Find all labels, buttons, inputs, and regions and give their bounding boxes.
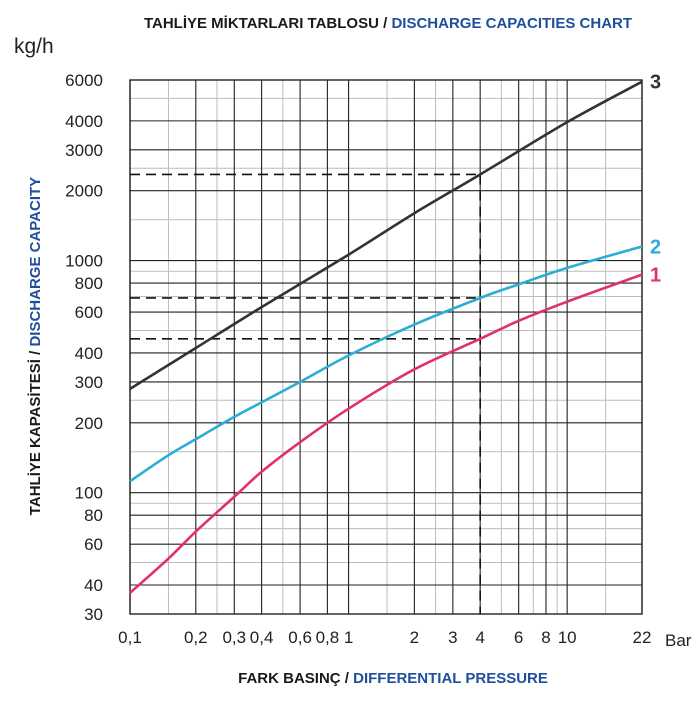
series-line-3 xyxy=(129,80,643,390)
x-tick-label: 3 xyxy=(448,628,457,647)
chart-title-sep: / xyxy=(379,15,392,32)
x-tick-label: 22 xyxy=(633,628,652,647)
y-tick-label: 800 xyxy=(75,274,103,293)
y-axis-unit: kg/h xyxy=(14,35,54,58)
series-label-3: 3 xyxy=(650,72,661,94)
y-tick-labels: 30 40 60 80 100 200 300 400 600 800 1000 2000 3000 40… xyxy=(65,71,103,624)
x-tick-label: 8 xyxy=(541,628,550,647)
x-tick-label: 0,2 xyxy=(184,628,208,647)
chart-title-en: DISCHARGE CAPACITIES CHART xyxy=(391,15,632,32)
y-axis-title-sep: / xyxy=(27,347,44,360)
y-tick-label: 6000 xyxy=(65,71,103,90)
x-axis-title: FARK BASINÇ / DIFFERENTIAL PRESSURE xyxy=(238,670,548,687)
svg-text:TAHLİYE MİKTARLARI TABLOSU / D: TAHLİYE MİKTARLARI TABLOSU / DISCHARGE C… xyxy=(144,15,632,32)
x-tick-label: 4 xyxy=(475,628,484,647)
x-tick-label: 0,6 xyxy=(288,628,312,647)
y-tick-label: 4000 xyxy=(65,112,103,131)
chart-title: TAHLİYE MİKTARLARI TABLOSU / DISCHARGE C… xyxy=(144,15,632,32)
x-tick-label: 0,1 xyxy=(118,628,142,647)
series-lines xyxy=(129,80,643,594)
x-axis-title-en: DIFFERENTIAL PRESSURE xyxy=(353,670,548,687)
y-tick-label: 100 xyxy=(75,484,103,503)
x-tick-label: 10 xyxy=(558,628,577,647)
series-label-2: 2 xyxy=(650,236,661,258)
x-tick-label: 1 xyxy=(344,628,353,647)
series-line-2 xyxy=(129,245,643,483)
y-tick-label: 30 xyxy=(84,605,103,624)
series-label-1: 1 xyxy=(650,265,661,287)
plot-frame xyxy=(129,79,643,615)
y-tick-label: 80 xyxy=(84,506,103,525)
x-tick-label: 6 xyxy=(514,628,523,647)
y-tick-label: 600 xyxy=(75,303,103,322)
x-tick-label: 0,4 xyxy=(250,628,274,647)
x-axis-unit: Bar xyxy=(665,631,692,650)
series-line-1 xyxy=(129,273,643,594)
chart-title-tr: TAHLİYE MİKTARLARI TABLOSU xyxy=(144,15,379,32)
y-tick-label: 300 xyxy=(75,373,103,392)
x-axis-title-tr: FARK BASINÇ xyxy=(238,670,341,687)
y-axis-title: TAHLİYE KAPASİTESİ / DISCHARGE CAPACITY xyxy=(27,177,44,515)
y-axis-title-en: DISCHARGE CAPACITY xyxy=(27,177,44,347)
y-tick-label: 200 xyxy=(75,414,103,433)
y-tick-label: 40 xyxy=(84,576,103,595)
svg-text:TAHLİYE KAPASİTESİ / DISCHARGE: TAHLİYE KAPASİTESİ / DISCHARGE CAPACITY xyxy=(27,177,44,515)
y-tick-label: 3000 xyxy=(65,141,103,160)
x-tick-labels: 0,1 0,2 0,3 0,4 0,6 0,8 1 2 3 4 6 8 10 22 xyxy=(118,628,651,647)
y-tick-label: 1000 xyxy=(65,252,103,271)
minor-grid xyxy=(130,80,642,614)
major-grid xyxy=(129,79,643,615)
y-axis-title-tr: TAHLİYE KAPASİTESİ xyxy=(27,359,44,515)
reference-lines xyxy=(130,173,481,614)
series-labels: 1 2 3 xyxy=(650,72,661,287)
x-tick-label: 0,3 xyxy=(222,628,246,647)
x-tick-label: 0,8 xyxy=(316,628,340,647)
x-tick-label: 2 xyxy=(410,628,419,647)
x-axis-title-sep: / xyxy=(341,670,354,687)
y-tick-label: 60 xyxy=(84,535,103,554)
y-tick-label: 2000 xyxy=(65,182,103,201)
y-tick-label: 400 xyxy=(75,344,103,363)
